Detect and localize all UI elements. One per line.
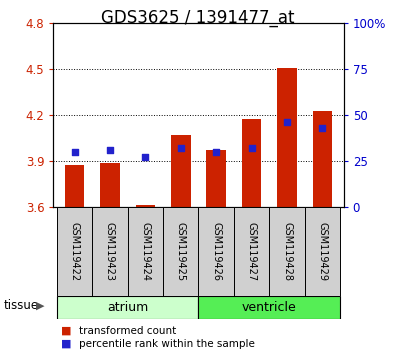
Text: tissue: tissue bbox=[4, 299, 39, 312]
Point bbox=[71, 149, 78, 155]
Bar bbox=[171, 135, 190, 207]
Bar bbox=[92, 207, 128, 296]
Text: ventricle: ventricle bbox=[242, 301, 297, 314]
Text: ■: ■ bbox=[61, 326, 72, 336]
Point bbox=[319, 125, 325, 131]
Bar bbox=[57, 207, 92, 296]
Text: GSM119429: GSM119429 bbox=[318, 222, 327, 281]
Point bbox=[248, 145, 255, 151]
Text: GSM119422: GSM119422 bbox=[70, 222, 79, 281]
Text: percentile rank within the sample: percentile rank within the sample bbox=[79, 339, 255, 349]
Point bbox=[213, 149, 219, 155]
Text: GDS3625 / 1391477_at: GDS3625 / 1391477_at bbox=[101, 9, 294, 27]
Text: transformed count: transformed count bbox=[79, 326, 176, 336]
Bar bbox=[199, 207, 234, 296]
Bar bbox=[100, 164, 120, 207]
Bar bbox=[135, 205, 155, 207]
Text: atrium: atrium bbox=[107, 301, 148, 314]
Text: GSM119428: GSM119428 bbox=[282, 222, 292, 281]
Point bbox=[178, 145, 184, 151]
Bar bbox=[313, 111, 332, 207]
Text: GSM119424: GSM119424 bbox=[140, 222, 150, 281]
Bar bbox=[57, 296, 199, 319]
Point bbox=[142, 155, 149, 160]
Bar bbox=[242, 119, 261, 207]
Text: GSM119425: GSM119425 bbox=[176, 222, 186, 281]
Bar bbox=[65, 165, 84, 207]
Bar bbox=[207, 150, 226, 207]
Bar bbox=[277, 68, 297, 207]
Text: GSM119423: GSM119423 bbox=[105, 222, 115, 281]
Text: ▶: ▶ bbox=[36, 300, 45, 310]
Text: GSM119427: GSM119427 bbox=[246, 222, 257, 281]
Bar bbox=[199, 296, 340, 319]
Bar bbox=[163, 207, 199, 296]
Point bbox=[107, 147, 113, 153]
Bar bbox=[128, 207, 163, 296]
Bar bbox=[305, 207, 340, 296]
Text: ■: ■ bbox=[61, 339, 72, 349]
Bar bbox=[234, 207, 269, 296]
Bar bbox=[269, 207, 305, 296]
Text: GSM119426: GSM119426 bbox=[211, 222, 221, 281]
Point bbox=[284, 120, 290, 125]
